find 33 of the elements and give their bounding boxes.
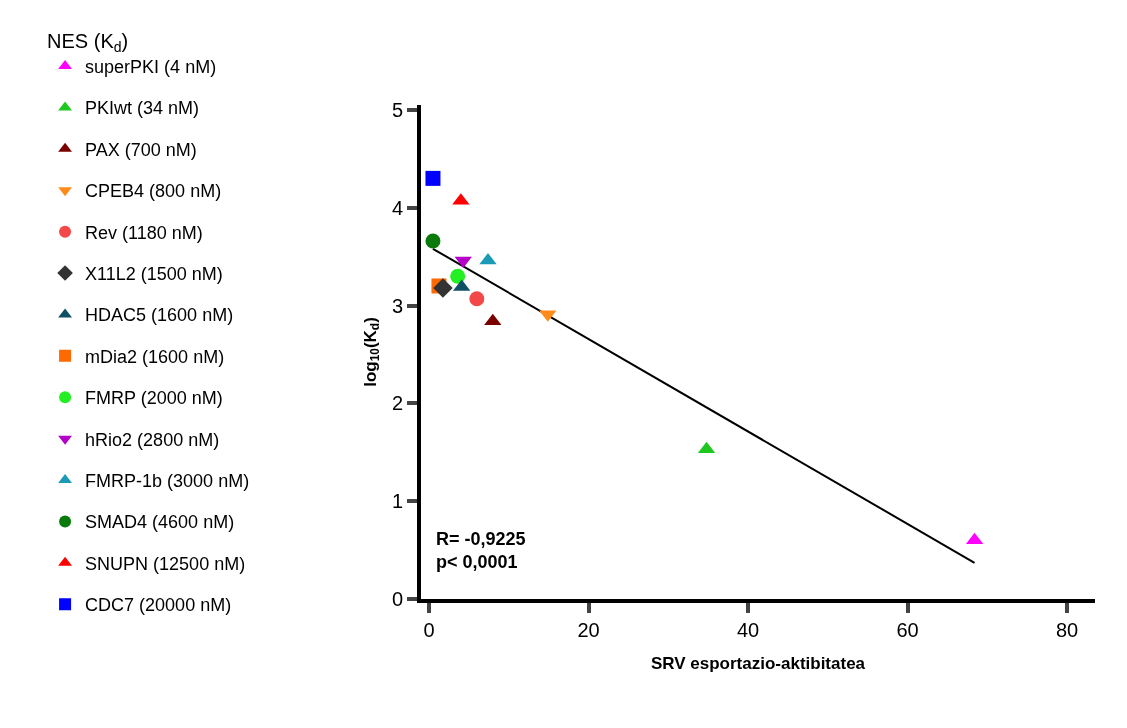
legend-label: hRio2 (2800 nM) [85,429,220,450]
legend-label: mDia2 (1600 nM) [85,346,225,367]
point [433,278,453,298]
legend-label: superPKI (4 nM) [85,57,217,78]
legend-label: HDAC5 (1600 nM) [85,305,234,326]
y-tick-label: 1 [391,490,403,513]
x-tick-label: 80 [1055,619,1079,641]
point [425,170,441,186]
annotation: R= -0,9225 p< 0,0001 [436,529,526,573]
x-tick-label: 60 [896,619,919,641]
y-tick-label: 3 [391,294,403,317]
legend-label: CDC7 (20000 nM) [85,595,232,616]
legend-label: FMRP-1b (3000 nM) [85,471,250,492]
legend-label: X11L2 (1500 nM) [85,264,223,285]
y-tick-label: 2 [391,392,403,415]
y-tick-label: 0 [391,588,403,610]
legend-label: Rev (1180 nM) [85,222,203,243]
y-tick-label: 5 [391,98,403,121]
legend-label: FMRP (2000 nM) [85,388,223,409]
legend-label: PAX (700 nM) [85,139,197,160]
x-tick-label: 40 [736,619,760,641]
x-tick-label: 0 [423,619,435,641]
x-tick-label: 20 [577,619,600,641]
point [425,233,441,249]
x-axis-title: SRV esportazio-aktibitatea [650,653,866,673]
legend-title: NES (K$_{d}$) [47,29,129,56]
point [450,268,466,284]
legend-label: CPEB4 (800 nM) [85,181,222,202]
legend-label: SNUPN (12500 nM) [85,553,246,574]
legend-label: SMAD4 (4600 nM) [85,512,235,533]
legend-label: PKIwt (34 nM) [85,98,200,119]
point [469,291,485,307]
y-tick-label: 4 [391,196,403,219]
